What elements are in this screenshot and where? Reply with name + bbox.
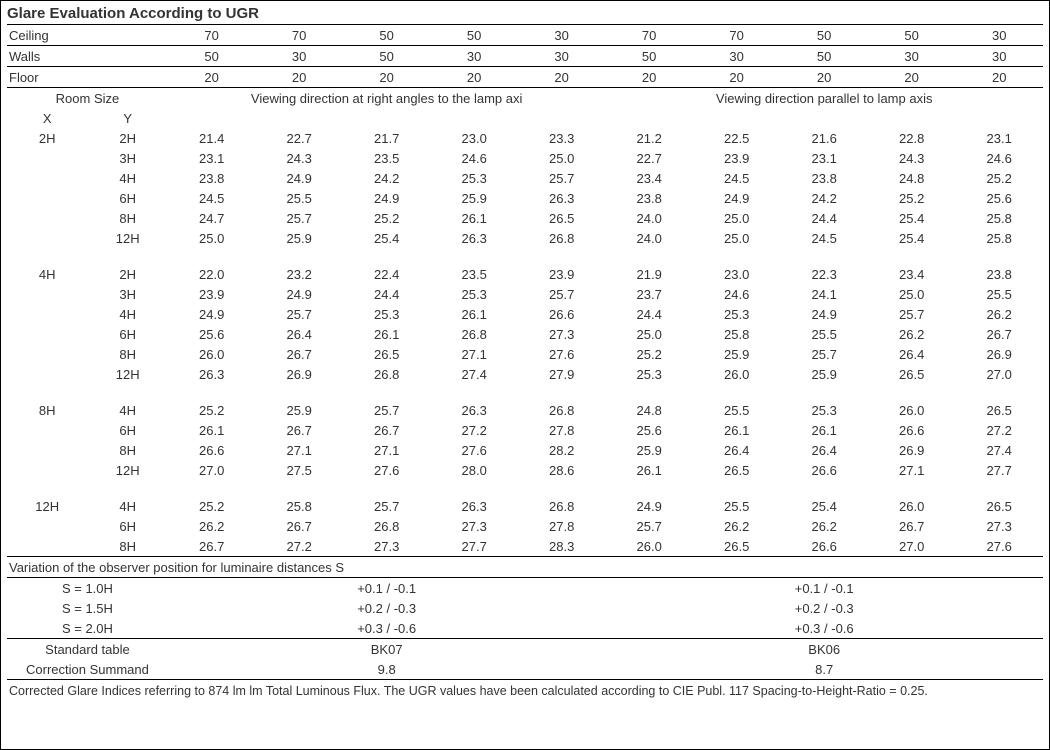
reflectance-row: Floor20202020202020202020 (7, 67, 1043, 88)
data-row: 4H23.824.924.225.325.723.424.523.824.825… (7, 168, 1043, 188)
reflectance-label: Ceiling (7, 25, 168, 46)
data-row: 8H24.725.725.226.126.524.025.024.425.425… (7, 208, 1043, 228)
subheader-row2: XY (7, 108, 1043, 128)
data-row: 8H26.727.227.327.728.326.026.526.627.027… (7, 536, 1043, 557)
data-row: 6H25.626.426.126.827.325.025.825.526.226… (7, 324, 1043, 344)
ugr-table-page: Glare Evaluation According to UGR Ceilin… (0, 0, 1050, 750)
ugr-table: Ceiling70705050307070505030Walls50305030… (7, 24, 1043, 680)
variation-row: S = 1.0H+0.1 / -0.1+0.1 / -0.1 (7, 578, 1043, 599)
group-spacer (7, 480, 1043, 496)
reflectance-label: Walls (7, 46, 168, 67)
data-row: 8H4H25.225.925.726.326.824.825.525.326.0… (7, 400, 1043, 420)
page-title: Glare Evaluation According to UGR (7, 5, 1043, 22)
data-row: 12H26.326.926.827.427.925.326.025.926.52… (7, 364, 1043, 384)
data-row: 6H24.525.524.925.926.323.824.924.225.225… (7, 188, 1043, 208)
data-row: 2H2H21.422.721.723.023.321.222.521.622.8… (7, 128, 1043, 148)
reflectance-row: Walls50305030305030503030 (7, 46, 1043, 67)
group-spacer (7, 248, 1043, 264)
reflectance-label: Floor (7, 67, 168, 88)
data-row: 12H27.027.527.628.028.626.126.526.627.12… (7, 460, 1043, 480)
data-row: 8H26.026.726.527.127.625.225.925.726.426… (7, 344, 1043, 364)
correction-summand-row: Correction Summand9.88.7 (7, 659, 1043, 680)
footnote: Corrected Glare Indices referring to 874… (7, 680, 1043, 698)
variation-row: S = 2.0H+0.3 / -0.6+0.3 / -0.6 (7, 618, 1043, 639)
variation-title-row: Variation of the observer position for l… (7, 557, 1043, 578)
data-row: 4H2H22.023.222.423.523.921.923.022.323.4… (7, 264, 1043, 284)
data-row: 3H23.124.323.524.625.022.723.923.124.324… (7, 148, 1043, 168)
data-row: 6H26.126.726.727.227.825.626.126.126.627… (7, 420, 1043, 440)
data-row: 6H26.226.726.827.327.825.726.226.226.727… (7, 516, 1043, 536)
data-row: 12H4H25.225.825.726.326.824.925.525.426.… (7, 496, 1043, 516)
group-spacer (7, 384, 1043, 400)
data-row: 4H24.925.725.326.126.624.425.324.925.726… (7, 304, 1043, 324)
variation-row: S = 1.5H+0.2 / -0.3+0.2 / -0.3 (7, 598, 1043, 618)
reflectance-row: Ceiling70705050307070505030 (7, 25, 1043, 46)
subheader-row1: Room SizeViewing direction at right angl… (7, 88, 1043, 109)
standard-table-row: Standard tableBK07BK06 (7, 639, 1043, 660)
data-row: 3H23.924.924.425.325.723.724.624.125.025… (7, 284, 1043, 304)
data-row: 8H26.627.127.127.628.225.926.426.426.927… (7, 440, 1043, 460)
data-row: 12H25.025.925.426.326.824.025.024.525.42… (7, 228, 1043, 248)
